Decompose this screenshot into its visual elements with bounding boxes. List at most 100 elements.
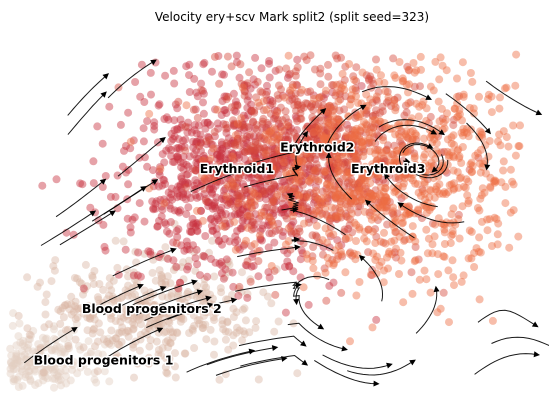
cell-point — [358, 143, 367, 152]
cell-point — [200, 154, 209, 163]
cell-point — [135, 199, 144, 208]
cell-point — [230, 217, 239, 226]
cell-point — [167, 137, 176, 145]
cell-point — [364, 248, 373, 257]
cell-point — [263, 119, 272, 127]
cell-point — [319, 132, 328, 141]
cell-point — [185, 152, 194, 161]
cell-point — [222, 109, 231, 118]
cell-point — [54, 372, 63, 381]
cell-point — [194, 164, 203, 173]
cell-point — [348, 251, 357, 260]
cell-point — [38, 369, 46, 378]
cell-point — [354, 186, 363, 195]
cell-point — [265, 73, 274, 82]
cell-point — [68, 365, 77, 374]
velocity-streamline — [347, 360, 414, 376]
cell-point — [275, 65, 284, 74]
cell-point — [297, 114, 306, 123]
cell-point — [271, 66, 280, 75]
cell-point — [229, 119, 238, 128]
cell-point — [10, 359, 19, 368]
cell-point — [40, 323, 49, 332]
cell-point — [260, 144, 269, 153]
cell-point — [283, 136, 292, 145]
cell-point — [238, 119, 247, 127]
cell-point — [320, 167, 329, 176]
cell-point — [168, 333, 177, 342]
cell-point — [340, 76, 349, 85]
cell-point — [254, 170, 263, 179]
cell-point — [210, 52, 219, 61]
cell-point — [326, 232, 335, 241]
cell-point — [277, 208, 286, 217]
cell-point — [122, 142, 130, 150]
cell-point — [281, 203, 290, 212]
cell-point — [276, 187, 285, 195]
cell-point — [284, 135, 292, 144]
cell-point — [20, 350, 29, 359]
cell-point — [221, 106, 230, 114]
cell-point — [208, 204, 217, 213]
cell-point — [370, 133, 379, 142]
cell-point — [41, 372, 50, 381]
cell-point — [174, 182, 183, 191]
cell-point — [208, 140, 217, 149]
cell-point — [205, 185, 214, 194]
cell-point — [441, 166, 450, 175]
cell-point — [371, 256, 380, 264]
cell-point — [226, 199, 235, 208]
cell-point — [341, 150, 350, 159]
cell-point — [107, 286, 116, 295]
cell-point — [75, 342, 83, 350]
cell-point — [411, 179, 420, 188]
cell-point — [25, 330, 34, 339]
cell-point — [217, 203, 226, 212]
cell-point — [243, 139, 252, 148]
cell-point — [41, 335, 50, 344]
cell-point — [162, 113, 171, 122]
cell-point — [312, 167, 321, 176]
cell-point — [462, 128, 471, 137]
cell-point — [393, 93, 402, 102]
cell-point — [434, 214, 443, 223]
cell-point — [307, 173, 316, 182]
cell-point — [418, 187, 427, 196]
cell-point — [406, 128, 415, 136]
cell-point — [196, 206, 205, 215]
cell-point — [23, 343, 32, 352]
cell-point — [306, 178, 315, 187]
cell-point — [448, 256, 457, 265]
cell-point — [160, 199, 169, 208]
cell-point — [345, 187, 354, 196]
cell-point — [404, 99, 413, 108]
cell-point — [228, 181, 237, 190]
cell-point — [449, 131, 458, 140]
cell-point — [212, 178, 221, 186]
cell-point — [202, 162, 211, 171]
cell-point — [83, 282, 92, 291]
cell-point — [116, 312, 125, 321]
cell-point — [415, 275, 424, 284]
cell-point — [300, 52, 309, 61]
cell-point — [407, 268, 416, 277]
cell-point — [14, 383, 23, 391]
cell-point — [286, 124, 295, 133]
cell-point — [241, 185, 250, 194]
velocity-arrowhead — [317, 323, 325, 330]
cell-point — [250, 124, 259, 133]
cell-point — [352, 124, 361, 133]
cell-point — [316, 64, 325, 73]
cell-point — [165, 229, 174, 238]
cell-point — [384, 93, 393, 102]
cell-point — [356, 202, 365, 211]
cell-point — [362, 106, 371, 115]
cell-point — [213, 150, 222, 159]
cell-point — [189, 219, 198, 228]
cell-point — [254, 189, 263, 198]
cell-point — [311, 65, 319, 74]
cell-point — [328, 81, 336, 89]
cell-point — [268, 138, 277, 146]
cell-point — [334, 121, 342, 130]
cell-point — [263, 87, 271, 96]
